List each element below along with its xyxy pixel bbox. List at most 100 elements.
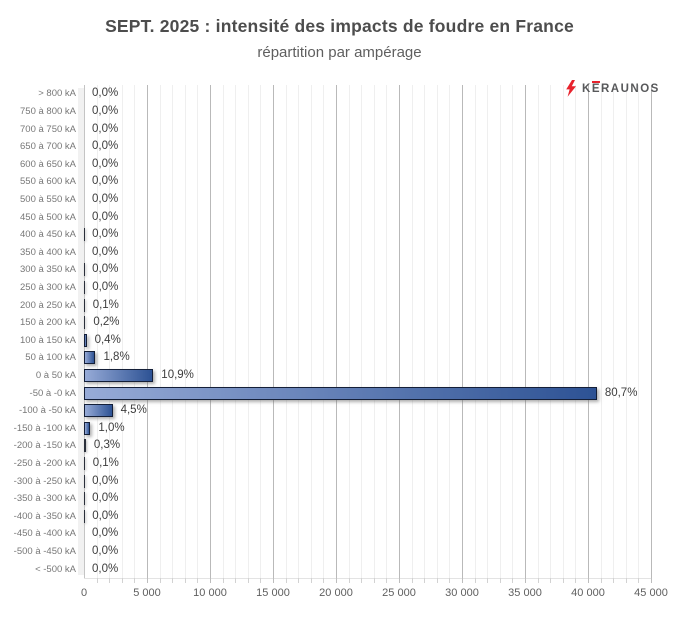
category-label: 300 à 350 kA [20,264,76,276]
x-axis-tick [625,578,627,583]
value-label: 0,1% [92,298,119,311]
minor-gridline [361,85,363,578]
category-label: 0 à 50 kA [35,370,76,382]
minor-gridline [121,85,123,578]
value-label: 0,4% [94,333,121,346]
major-gridline [273,85,274,578]
y-axis-line [84,85,85,578]
bar [84,228,86,242]
minor-gridline [512,85,514,578]
x-axis-label: 20 000 [319,587,353,599]
bar [84,404,113,418]
category-label: -350 à -300 kA [13,493,76,505]
x-axis-tick [651,578,652,583]
value-label: 0,0% [92,527,119,540]
minor-gridline [96,85,98,578]
category-label: 350 à 400 kA [20,246,76,258]
x-axis-tick [550,578,552,583]
chart-subtitle: répartition par ampérage [257,44,422,61]
x-axis-tick [638,578,640,583]
value-label: 0,0% [92,140,119,153]
chart-title: SEPT. 2025 : intensité des impacts de fo… [105,16,574,36]
x-axis-tick [222,578,224,583]
x-axis-tick [210,578,211,583]
logo-letter-k: K [582,82,592,95]
bar [84,421,91,435]
x-axis-label: 40 000 [571,587,605,599]
category-label: 250 à 300 kA [20,281,76,293]
major-gridline [399,85,400,578]
value-label: 0,3% [93,439,121,452]
x-axis-tick [247,578,249,583]
minor-gridline [424,85,426,578]
value-label: 0,0% [92,210,119,223]
x-axis-tick [172,578,174,583]
value-label: 0,0% [92,245,119,258]
x-axis-tick [361,578,363,583]
major-gridline [210,85,211,578]
x-axis-tick [399,578,400,583]
x-axis-tick [235,578,237,583]
minor-gridline [197,85,199,578]
x-axis-label: 45 000 [634,587,668,599]
value-label: 0,0% [92,192,119,205]
minor-gridline [550,85,552,578]
x-axis-tick [147,578,148,583]
bar [84,263,86,277]
x-axis-tick [537,578,539,583]
bar [84,351,96,365]
category-label: < -500 kA [35,563,76,575]
value-label: 10,9% [161,369,194,382]
x-axis-label: 30 000 [445,587,479,599]
major-gridline [147,85,148,578]
category-label: 700 à 750 kA [20,123,76,135]
x-axis-tick [588,578,589,583]
category-label: -500 à -450 kA [13,546,76,558]
category-label: 100 à 150 kA [20,334,76,346]
minor-gridline [436,85,438,578]
minor-gridline [134,85,136,578]
category-label: 400 à 450 kA [20,229,76,241]
x-axis-label: 10 000 [193,587,227,599]
category-label: 200 à 250 kA [20,299,76,311]
bar [84,457,86,471]
x-axis-tick [613,578,615,583]
value-label: 0,1% [92,457,119,470]
x-axis-tick [323,578,325,583]
x-axis-tick [134,578,136,583]
x-axis-tick [159,578,161,583]
x-axis-tick [487,578,489,583]
major-gridline [336,85,337,578]
minor-gridline [310,85,312,578]
category-label: 750 à 800 kA [20,105,76,117]
x-axis-tick [373,578,375,583]
category-label: -200 à -150 kA [13,440,76,452]
x-axis-tick [260,578,262,583]
value-label: 80,7% [604,386,638,399]
bar [84,333,87,347]
minor-gridline [600,85,602,578]
x-axis-tick [348,578,350,583]
x-axis-tick [462,578,463,583]
minor-gridline [109,85,111,578]
category-label: 650 à 700 kA [20,141,76,153]
plot-area: 0 5 000 10 000 15 000 20 000 25 000 30 000 35 0… [14,85,668,599]
category-label: 500 à 550 kA [20,193,76,205]
category-label: 550 à 600 kA [20,176,76,188]
minor-gridline [222,85,224,578]
major-gridline [462,85,463,578]
value-label: 1,0% [98,421,125,434]
bar [84,298,86,312]
bar [84,369,154,383]
value-label: 0,0% [92,509,119,522]
x-axis-tick [184,578,186,583]
x-axis-tick [386,578,388,583]
minor-gridline [638,85,640,578]
value-label: 0,0% [92,122,119,135]
minor-gridline [172,85,174,578]
keraunos-logo: KERAUNOS [565,80,660,97]
x-axis-tick [336,578,337,583]
x-axis-tick [96,578,98,583]
value-label: 0,0% [92,263,119,276]
minor-gridline [323,85,325,578]
